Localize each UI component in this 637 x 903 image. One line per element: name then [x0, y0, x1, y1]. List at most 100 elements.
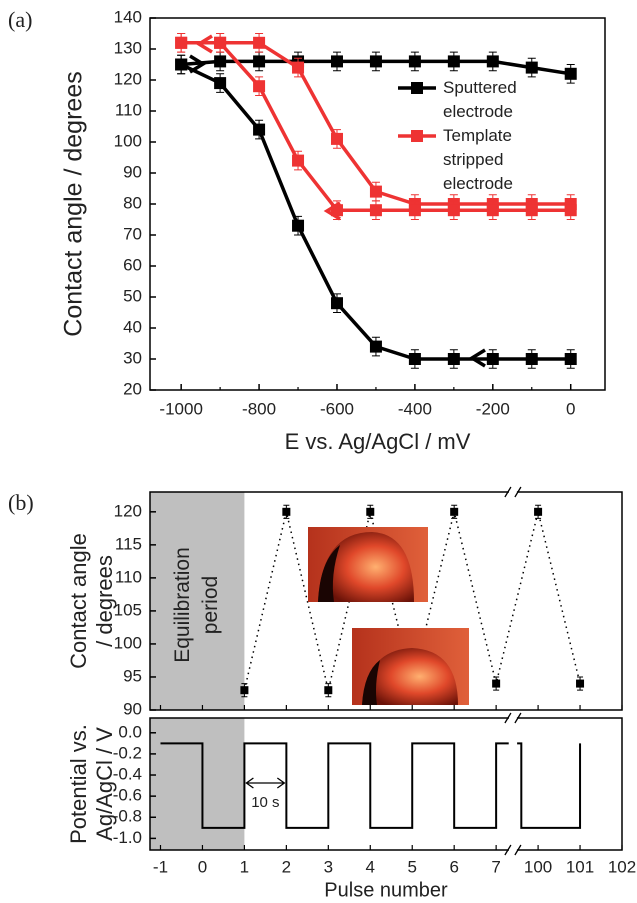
background-layer	[149, 17, 623, 851]
marker	[330, 297, 343, 310]
marker	[564, 204, 577, 217]
x-tick-label: 100	[524, 857, 552, 876]
y-tick-label: 90	[123, 162, 142, 181]
y-tick-label: -0.6	[113, 786, 142, 805]
marker	[175, 36, 188, 49]
y-tick-label: 140	[114, 7, 142, 26]
y-axis-label: Potential vs.	[66, 724, 91, 844]
marker	[240, 686, 249, 695]
marker	[450, 507, 459, 516]
x-tick-label: -1	[153, 857, 168, 876]
marker	[214, 36, 227, 49]
y-tick-label: 95	[123, 666, 142, 685]
y-tick-label: 30	[123, 348, 142, 367]
axis-break	[504, 844, 522, 856]
marker	[447, 353, 460, 365]
marker	[576, 679, 585, 688]
axis-break-gap	[508, 715, 517, 721]
marker	[369, 185, 382, 198]
sweep-arrows	[189, 34, 486, 368]
x-tick-label: 1	[240, 857, 249, 876]
annotation-arrow	[245, 777, 286, 789]
x-tick-label: 6	[449, 857, 458, 876]
y-tick-label: 110	[115, 100, 142, 119]
marker	[253, 123, 266, 136]
marker	[175, 58, 188, 71]
y-tick-label: 50	[123, 286, 142, 305]
shaded-region	[150, 718, 245, 850]
marker	[486, 353, 499, 365]
arrow	[189, 54, 207, 74]
inset-photo	[352, 628, 469, 705]
y-tick-label: 115	[115, 534, 142, 553]
insets	[308, 527, 469, 705]
x-tick-label: -1000	[159, 399, 202, 418]
y-tick-label: -0.4	[113, 765, 142, 784]
marker	[253, 80, 266, 93]
x-tick-label: 7	[491, 857, 500, 876]
axis-break-gap	[508, 847, 517, 853]
marker	[292, 219, 305, 232]
marker	[447, 55, 460, 68]
plot-frame	[149, 717, 623, 851]
marker	[525, 61, 538, 74]
x-tick-label: 102	[608, 857, 636, 876]
marker	[330, 55, 343, 68]
x-tick-label: -600	[320, 399, 354, 418]
marker	[369, 340, 382, 353]
y-tick-label: 0.0	[118, 722, 142, 741]
marker	[525, 353, 538, 365]
shaded-region	[150, 492, 245, 710]
axis-break	[504, 712, 522, 724]
x-tick-label: -200	[476, 399, 510, 418]
marker	[324, 686, 333, 695]
y-axis-label: Contact angle	[66, 533, 91, 669]
marker	[292, 61, 305, 74]
marker	[408, 55, 421, 68]
y-axis-label: Ag/AgCl / V	[92, 727, 117, 841]
panel-label: (b)	[8, 490, 34, 515]
y-tick-label: 100	[114, 131, 142, 150]
legend-marker	[411, 82, 423, 94]
y-tick-label: 80	[123, 193, 142, 212]
marker	[214, 55, 227, 68]
y-tick-label: 70	[123, 224, 142, 243]
marker	[486, 55, 499, 68]
marker	[292, 154, 305, 167]
axis-break-gap	[508, 489, 517, 495]
marker	[282, 507, 291, 516]
arrow	[468, 348, 486, 368]
marker	[369, 204, 382, 217]
marker	[330, 132, 343, 145]
y-tick-label: 130	[114, 38, 142, 57]
marker	[564, 67, 577, 80]
x-tick-label: 101	[566, 857, 594, 876]
y-tick-label: 60	[123, 255, 142, 274]
plot-frame	[149, 491, 623, 711]
y-tick-label: -0.8	[113, 807, 142, 826]
x-tick-label: 3	[324, 857, 333, 876]
marker	[253, 36, 266, 49]
marker	[486, 204, 499, 217]
marker	[534, 507, 543, 516]
potential-line	[160, 742, 582, 829]
y-tick-label: 100	[114, 633, 142, 652]
x-axis-label: E vs. Ag/AgCl / mV	[285, 429, 471, 454]
axis-break	[504, 486, 522, 498]
y-tick-label: 20	[123, 379, 142, 398]
arrow	[195, 34, 213, 54]
marker	[369, 55, 382, 68]
y-tick-label: 105	[114, 600, 142, 619]
marker	[408, 353, 421, 365]
marker	[408, 204, 421, 217]
legend-label: Template stripped electrode	[443, 126, 513, 193]
legend-marker	[411, 130, 423, 142]
shade-label: Equilibration period	[171, 547, 223, 663]
x-tick-label: 4	[366, 857, 375, 876]
y-tick-label: 120	[114, 501, 142, 520]
marker	[366, 507, 375, 516]
y-tick-label: 120	[114, 69, 142, 88]
